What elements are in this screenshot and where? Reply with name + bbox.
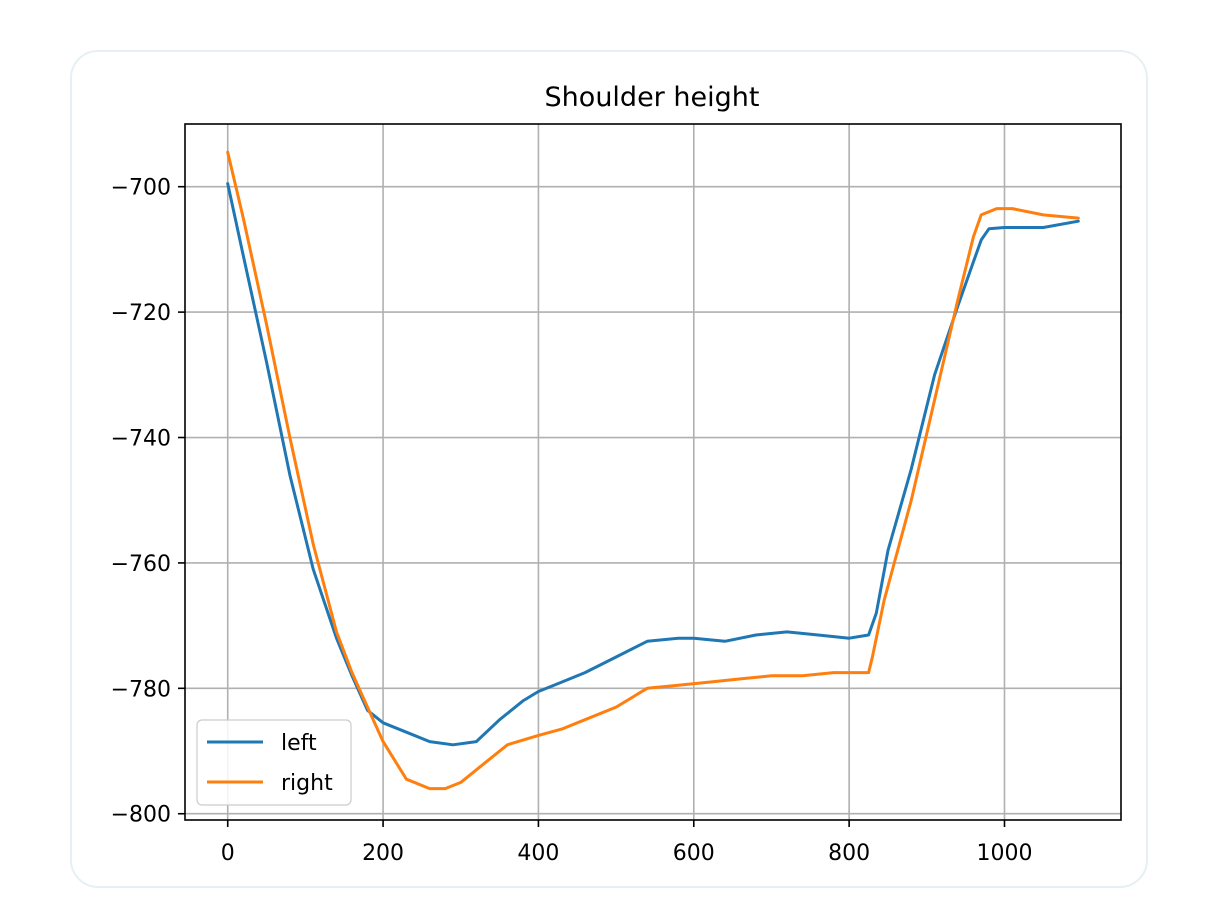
plot-lines xyxy=(226,150,1080,791)
y-tick-label: −760 xyxy=(111,552,171,577)
legend-label-left: left xyxy=(281,731,317,756)
series-line-left xyxy=(226,182,1080,747)
y-tick-label: −700 xyxy=(111,176,171,201)
x-tick-label: 200 xyxy=(362,841,404,866)
x-tick-label: 600 xyxy=(673,841,715,866)
legend-label-right: right xyxy=(281,771,333,796)
axis-ticks: 0 200 400 600 800 1000 −700 −720 −740 −760 −780 −80… xyxy=(111,176,1033,866)
legend: left right xyxy=(196,719,352,806)
x-tick-label: 0 xyxy=(221,841,235,866)
plot-frame xyxy=(184,123,1122,821)
series-line-right xyxy=(226,150,1080,791)
grid-lines xyxy=(185,124,1121,820)
x-tick-label: 1000 xyxy=(976,841,1032,866)
y-tick-label: −740 xyxy=(111,427,171,452)
x-tick-label: 400 xyxy=(517,841,559,866)
chart-title: Shoulder height xyxy=(545,82,760,113)
x-tick-label: 800 xyxy=(828,841,870,866)
y-tick-label: −780 xyxy=(111,677,171,702)
y-tick-label: −800 xyxy=(111,803,171,828)
y-tick-label: −720 xyxy=(111,301,171,326)
